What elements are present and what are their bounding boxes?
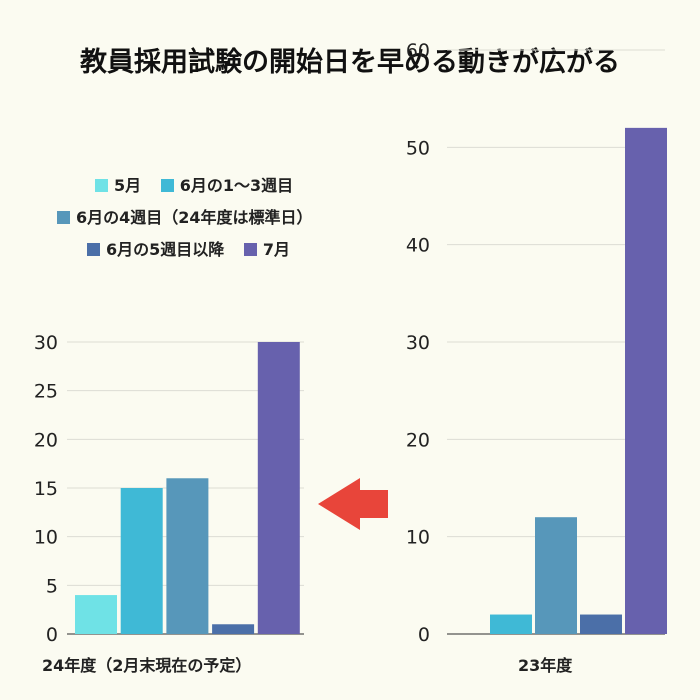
- y-tick-label-2023: 60: [406, 40, 430, 62]
- bar-2024-0: [75, 595, 117, 634]
- bar-2023-1: [490, 614, 532, 634]
- comparison-arrow-icon: [318, 478, 388, 530]
- legend-item-july: 7月: [243, 240, 290, 259]
- bar-2024-4: [257, 342, 300, 634]
- y-tick-label-2024: 30: [34, 332, 58, 354]
- legend: 5月 6月の1〜3週目 6月の4週目（24年度は標準日） 6月の5週目以降 7月: [57, 172, 395, 260]
- bar-2023-3: [580, 614, 622, 634]
- bar-2024-3: [212, 624, 255, 634]
- legend-swatch: [87, 243, 100, 256]
- legend-item-june-w5: 6月の5週目以降: [87, 240, 224, 259]
- y-tick-label-2023: 0: [418, 624, 430, 646]
- y-tick-label-2024: 25: [34, 381, 58, 403]
- legend-label: 6月の1〜3週目: [179, 176, 294, 195]
- y-tick-label-2023: 20: [406, 429, 430, 451]
- legend-item-june-w4: 6月の4週目（24年度は標準日）: [57, 208, 313, 227]
- legend-swatch: [243, 243, 257, 256]
- y-tick-label-2024: 0: [46, 624, 58, 646]
- legend-item-may: 5月: [95, 176, 141, 195]
- y-tick-label-2023: 50: [406, 137, 430, 159]
- y-tick-label-2024: 20: [34, 429, 58, 451]
- bar-2023-2: [535, 517, 577, 634]
- x-axis-label-2024: 24年度（2月末現在の予定）: [42, 656, 252, 675]
- bar-2024-1: [120, 488, 163, 634]
- legend-label: 5月: [114, 176, 142, 195]
- bar-2024-2: [166, 478, 209, 634]
- y-tick-label-2023: 40: [406, 235, 430, 257]
- legend-label: 6月の5週目以降: [106, 240, 225, 259]
- legend-label: 7月: [262, 240, 290, 259]
- legend-swatch: [95, 179, 108, 192]
- y-tick-label-2024: 15: [34, 478, 58, 500]
- legend-item-june-w1-3: 6月の1〜3週目: [160, 176, 294, 195]
- y-tick-label-2023: 10: [406, 527, 430, 549]
- bar-2023-4: [625, 127, 667, 634]
- legend-swatch: [160, 179, 174, 192]
- y-tick-label-2024: 10: [34, 527, 58, 549]
- legend-swatch: [57, 211, 70, 224]
- y-tick-label-2024: 5: [46, 575, 58, 597]
- y-tick-label-2023: 30: [406, 332, 430, 354]
- x-axis-label-2023: 23年度: [518, 656, 573, 675]
- legend-label: 6月の4週目（24年度は標準日）: [76, 208, 313, 227]
- chart-title: 教員採用試験の開始日を早める動きが広がる: [80, 47, 620, 78]
